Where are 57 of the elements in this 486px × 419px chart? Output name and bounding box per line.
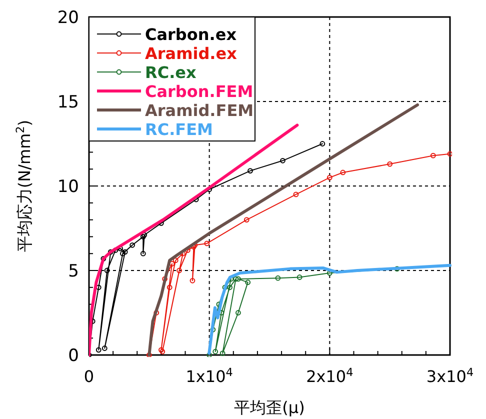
point <box>96 347 102 353</box>
y-tick-label: 20 <box>57 8 79 28</box>
point <box>146 352 152 357</box>
point <box>162 276 168 282</box>
point <box>227 284 232 290</box>
point <box>394 266 400 272</box>
point <box>108 249 114 255</box>
point <box>245 280 251 286</box>
x-axis-title: 平均歪(μ) <box>234 398 305 417</box>
point <box>206 352 212 357</box>
x-tick-label: 3x10$^{4}$ <box>426 366 474 386</box>
point <box>204 240 210 246</box>
point <box>142 232 148 238</box>
point <box>387 161 393 167</box>
point <box>233 276 239 282</box>
x-tick-label: 2x10$^{4}$ <box>306 366 354 386</box>
legend-label: Aramid.FEM <box>145 101 254 120</box>
point <box>248 168 253 174</box>
point <box>244 217 250 222</box>
legend-label: Aramid.ex <box>145 44 238 63</box>
point <box>166 284 172 290</box>
x-tick-label: 1x10$^{4}$ <box>186 366 233 386</box>
point <box>140 234 146 240</box>
point <box>100 256 106 262</box>
point <box>280 158 286 164</box>
point <box>275 275 281 281</box>
y-tick-label: 5 <box>68 262 79 282</box>
line-series <box>89 124 299 356</box>
point <box>222 284 228 290</box>
point <box>120 250 126 256</box>
point <box>102 346 108 351</box>
x-tick-label: 0 <box>84 367 94 386</box>
point <box>140 250 146 256</box>
point <box>190 278 196 284</box>
legend-label: RC.ex <box>145 63 197 82</box>
y-tick-label: 15 <box>57 92 79 112</box>
y-tick-label: 10 <box>57 177 79 197</box>
point <box>172 258 178 264</box>
point <box>320 141 326 146</box>
point <box>296 274 302 280</box>
point <box>340 170 346 176</box>
point <box>447 151 452 157</box>
point <box>220 350 226 356</box>
y-tick-label: 0 <box>68 346 79 366</box>
point <box>236 310 241 316</box>
point <box>104 268 110 274</box>
legend-label: Carbon.FEM <box>145 82 254 101</box>
point <box>236 276 241 282</box>
point <box>430 152 436 158</box>
point <box>122 249 128 255</box>
point <box>130 242 136 248</box>
point <box>326 174 332 180</box>
point <box>176 268 182 274</box>
legend-label: RC.FEM <box>145 120 213 139</box>
legend-label: Carbon.ex <box>145 25 238 44</box>
point <box>212 348 218 354</box>
point <box>293 192 299 198</box>
